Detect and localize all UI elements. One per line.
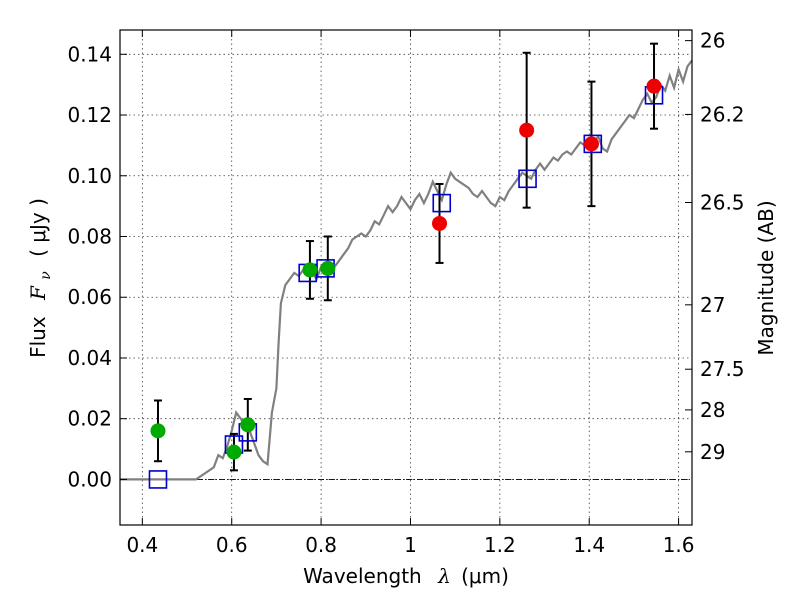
model-square-0 (148, 470, 168, 489)
y2-tick-label-2: 26.5 (700, 190, 745, 214)
x-tick-label-3: 1 (404, 533, 417, 557)
y-tick-labels: 0.00 0.02 0.04 0.06 0.08 0.10 0.12 0.14 (67, 42, 112, 491)
x-tick-label-4: 1.2 (484, 533, 516, 557)
y-tick-label-6: 0.12 (67, 103, 112, 127)
y-tick-label-7: 0.14 (67, 42, 112, 66)
y2-tick-label-5: 28 (700, 398, 725, 422)
y2-tick-label-3: 27 (700, 293, 725, 317)
green-point-2 (240, 417, 256, 433)
y2-tick-label-4: 27.5 (700, 357, 745, 381)
y-axis-label: Flux F ν ( μJy ) (26, 198, 55, 358)
y2-tick-label-0: 26 (700, 29, 725, 53)
red-point-1 (519, 122, 535, 138)
y2-tick-label-6: 29 (700, 440, 725, 464)
x-tick-label-1: 0.6 (216, 533, 248, 557)
x-tick-label-5: 1.4 (573, 533, 605, 557)
green-point-1 (226, 444, 242, 460)
y-tick-label-1: 0.02 (67, 407, 112, 431)
green-markers (150, 260, 336, 460)
grid (120, 30, 692, 525)
y-tick-label-0: 0.00 (67, 467, 112, 491)
red-point-3 (646, 78, 662, 94)
green-point-4 (320, 260, 336, 276)
error-bars (153, 42, 659, 472)
x-axis-label: Wavelength λ (μm) (303, 564, 509, 588)
axis-ticks (120, 30, 692, 525)
x-tick-labels: 0.4 0.6 0.8 1 1.2 1.4 1.6 (126, 533, 694, 557)
plot-frame (119, 29, 693, 526)
x-tick-label-6: 1.6 (663, 533, 695, 557)
x-tick-label-0: 0.4 (126, 533, 158, 557)
green-point-0 (150, 423, 166, 439)
red-markers (432, 78, 662, 231)
green-point-3 (302, 262, 318, 278)
y-tick-label-3: 0.06 (67, 285, 112, 309)
y-tick-label-5: 0.10 (67, 164, 112, 188)
y2-axis-label: Magnitude (AB) (754, 200, 778, 355)
spectrum-line (120, 59, 693, 481)
x-tick-label-2: 0.8 (305, 533, 337, 557)
y-tick-label-2: 0.04 (67, 346, 112, 370)
y-tick-label-4: 0.08 (67, 225, 112, 249)
y2-tick-labels: 26 26.2 26.5 27 27.5 28 29 (700, 29, 745, 464)
y2-tick-label-1: 26.2 (700, 102, 745, 126)
red-point-2 (583, 136, 599, 152)
red-point-0 (432, 215, 448, 231)
model-square-6 (518, 169, 537, 189)
model-square-5 (432, 193, 452, 213)
